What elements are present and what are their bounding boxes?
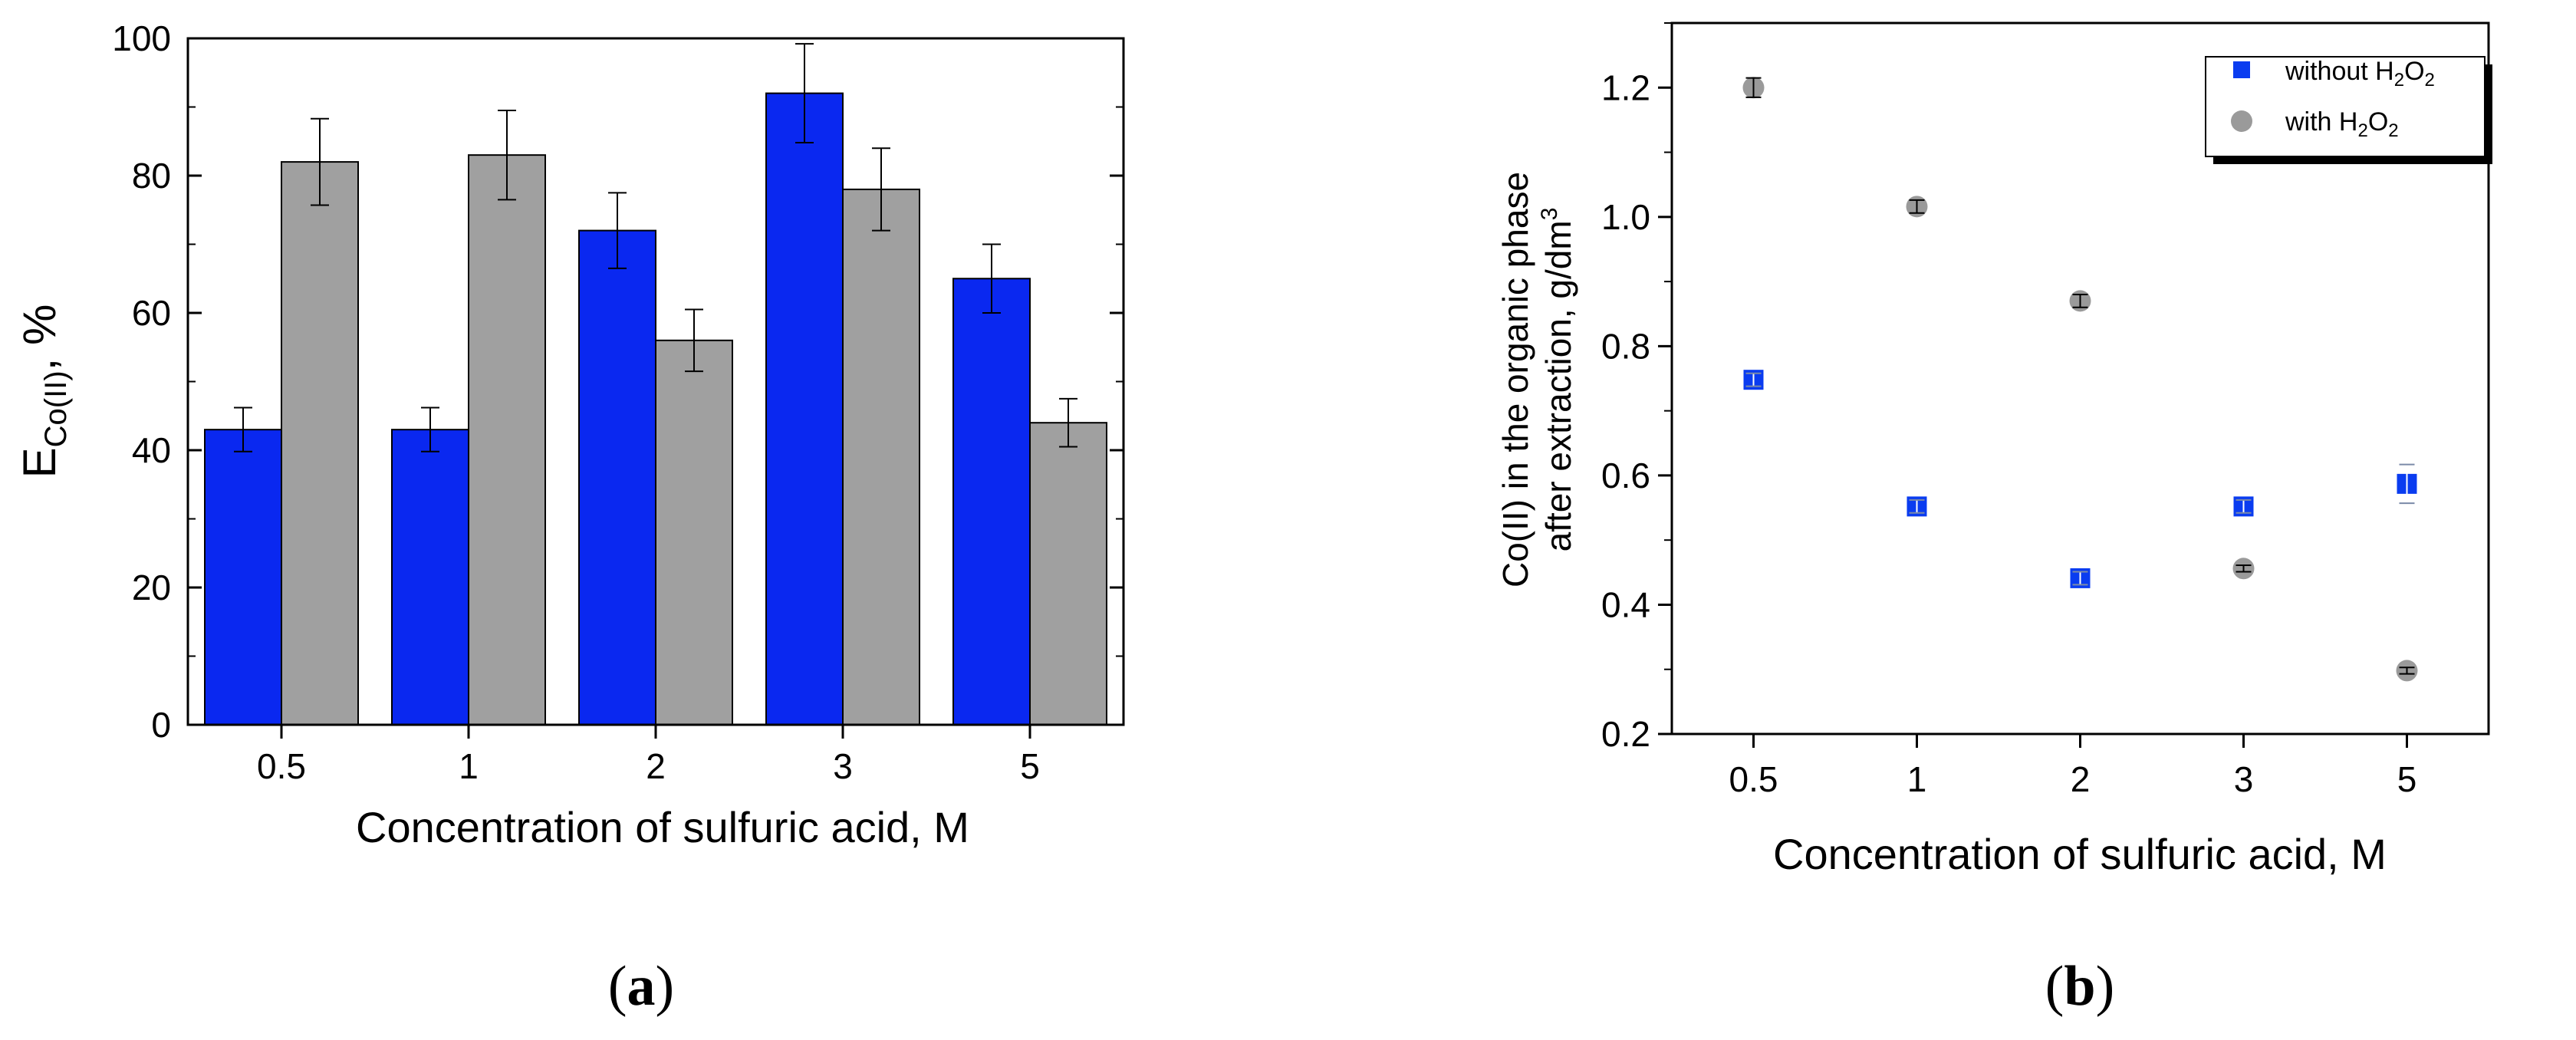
legend-marker-square: [2233, 61, 2250, 78]
y-tick-label: 1.2: [1601, 67, 1650, 107]
y-tick-label: 0.4: [1601, 584, 1650, 624]
panel-a-plot-area: 0 20 40 60 80 100 0.5 1 2 3 5: [112, 18, 1125, 786]
x-tick-label: 1: [1907, 759, 1927, 799]
bar-without-h2o2: [204, 429, 282, 726]
legend-label-without: without H2O2: [2285, 57, 2435, 91]
x-tick-label: 2: [646, 746, 666, 786]
y-tick-label: 0.6: [1601, 456, 1650, 495]
y-tick-label: 0: [151, 705, 171, 745]
panel-b: 0.2 0.4 0.6 0.8 1.0 1.2 0.5 1 2 3 5 Co(II) in the …: [1495, 21, 2492, 1018]
y-tick-label: 0.2: [1601, 714, 1650, 754]
bar-without-h2o2: [952, 278, 1031, 726]
panel-a-ylabel: ECo(II), %: [14, 304, 73, 479]
legend-label-with: with H2O2: [2285, 107, 2399, 141]
bar-with-h2o2: [281, 161, 359, 726]
x-tick-label: 0.5: [1729, 759, 1778, 799]
y-tick-label: 60: [132, 293, 171, 333]
bar-without-h2o2: [578, 229, 656, 726]
y-tick-label: 80: [132, 156, 171, 196]
bar-with-h2o2: [1029, 422, 1107, 726]
panel-b-ylabel-line2: after extraction, g/dm3: [1537, 208, 1578, 552]
axes-frame: [1670, 21, 2490, 736]
y-tick-label: 40: [132, 430, 171, 470]
x-tick-label: 5: [1020, 746, 1040, 786]
panel-b-xlabel: Concentration of sulfuric acid, M: [1773, 830, 2387, 878]
bar-with-h2o2: [655, 339, 733, 726]
panel-b-legend: without H2O2 with H2O2: [2205, 56, 2492, 164]
bar-with-h2o2: [468, 154, 546, 726]
x-tick-label: 1: [459, 746, 479, 786]
x-tick-label: 0.5: [257, 746, 306, 786]
y-tick-label: 100: [112, 18, 171, 58]
bar-without-h2o2: [391, 429, 469, 726]
y-tick-label: 0.8: [1601, 326, 1650, 366]
x-tick-label: 3: [833, 746, 853, 786]
bar-with-h2o2: [842, 188, 920, 726]
x-tick-label: 3: [2234, 759, 2254, 799]
legend-marker-circle: [2231, 110, 2252, 132]
y-tick-label: 20: [132, 568, 171, 607]
panel-b-plot-area: 0.2 0.4 0.6 0.8 1.0 1.2 0.5 1 2 3 5: [1601, 21, 2490, 799]
x-tick-label: 5: [2397, 759, 2417, 799]
bar-without-h2o2: [765, 92, 844, 726]
panel-a-xlabel: Concentration of sulfuric acid, M: [356, 803, 969, 851]
x-tick-label: 2: [2071, 759, 2091, 799]
y-tick-label: 1.0: [1601, 197, 1650, 237]
panel-b-label: (b): [2045, 955, 2114, 1018]
panel-b-ylabel-line1: Co(II) in the organic phase: [1495, 172, 1535, 587]
legend-box: [2205, 56, 2486, 157]
panel-a: 0 20 40 60 80 100 0.5 1 2 3 5 ECo(II), % Concentra…: [14, 18, 1125, 1018]
panel-a-label: (a): [608, 955, 674, 1018]
